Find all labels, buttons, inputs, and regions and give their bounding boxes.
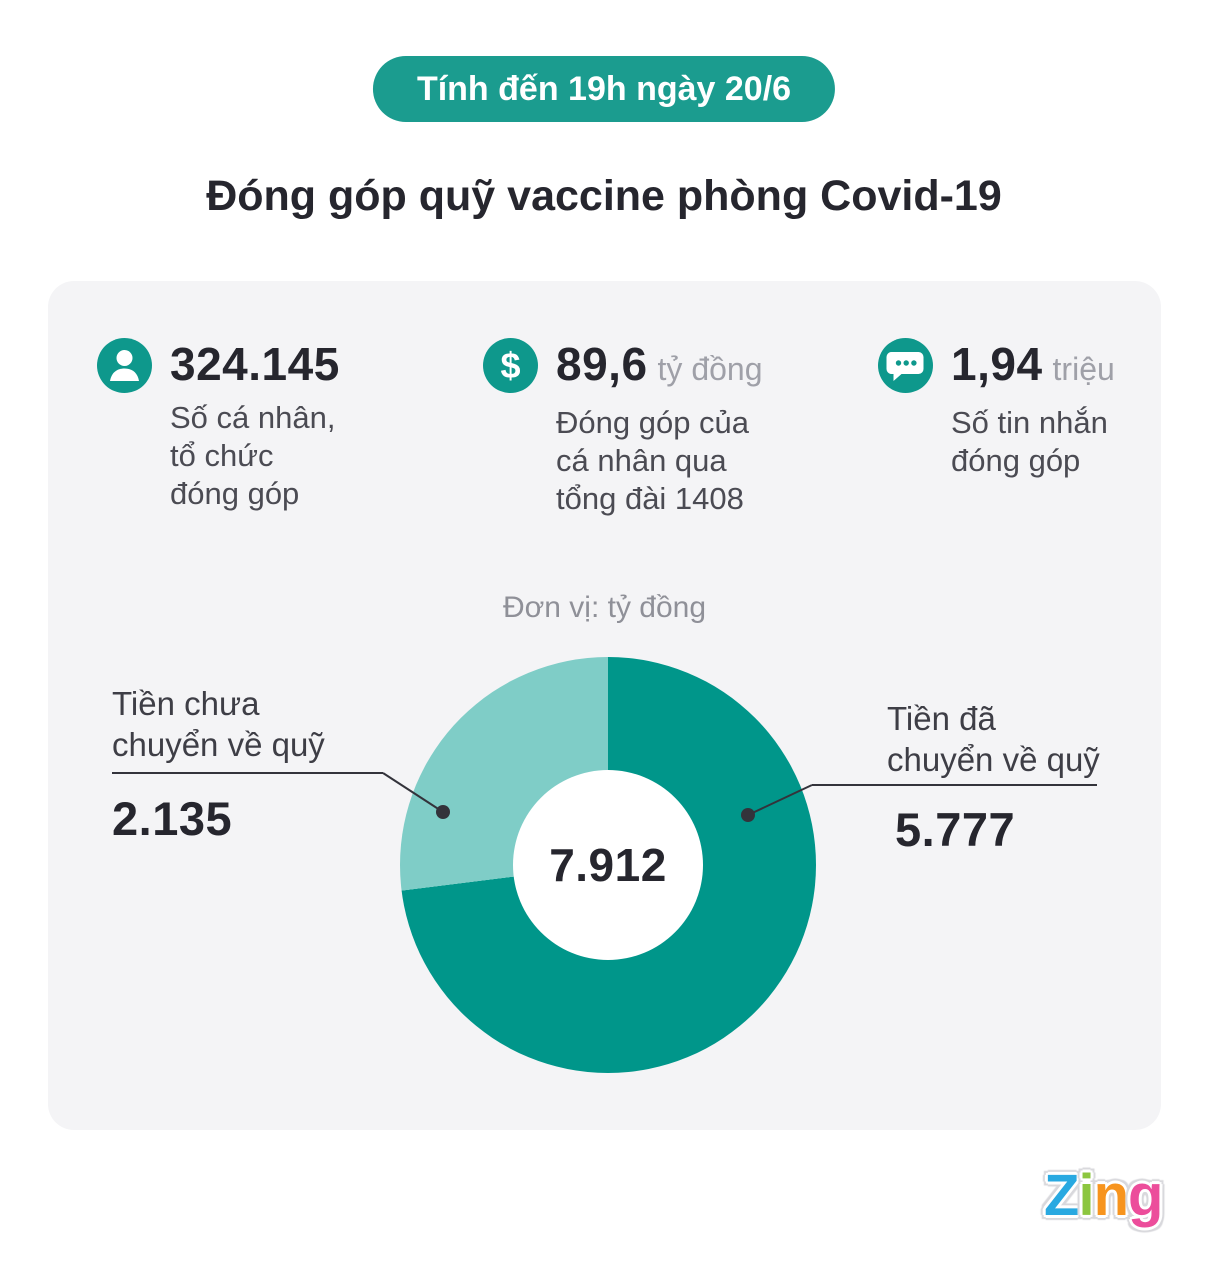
stat-hotline-donations-label: Đóng góp của cá nhân qua tổng đài 1408 [556, 405, 750, 516]
stat-sms-donations-label: Số tin nhắn đóng góp [951, 405, 1108, 478]
donut-total-value: 7.912 [549, 839, 667, 891]
annotation-label-not-transferred: Tiền chưa chuyển về quỹ [112, 685, 325, 763]
donut-chart: 7.912 [400, 657, 816, 1073]
dollar-icon: $ [483, 338, 538, 393]
annotation-value-not-transferred: 2.135 [112, 792, 233, 845]
stat-sms-donations-number: 1,94 [951, 338, 1043, 390]
message-icon [878, 338, 933, 393]
stat-hotline-donations-value: 89,6 tỷ đồng [556, 338, 763, 395]
page-title: Đóng góp quỹ vaccine phòng Covid-19 [206, 172, 1002, 220]
person-icon [97, 338, 152, 393]
stat-hotline-donations: $ 89,6 tỷ đồng Đóng góp của cá nhân qua t… [483, 338, 763, 518]
stat-sms-donations: 1,94 triệu Số tin nhắn đóng góp [878, 338, 1115, 480]
date-badge: Tính đến 19h ngày 20/6 [372, 56, 836, 122]
zing-logo: Zing [1044, 1162, 1163, 1229]
annotation-value-transferred: 5.777 [895, 803, 1016, 856]
zing-logo-letter-z: Z [1044, 1163, 1079, 1228]
chart-unit-label: Đơn vị: tỷ đồng [502, 591, 707, 624]
stat-sms-donations-unit: triệu [1052, 351, 1115, 387]
stat-contributors-value: 324.145 [170, 338, 340, 390]
zing-logo-letter-i: i [1078, 1163, 1094, 1228]
stat-contributors-number: 324.145 [170, 338, 340, 390]
stat-sms-donations-body: 1,94 triệu Số tin nhắn đóng góp [951, 338, 1115, 480]
date-badge-label: Tính đến 19h ngày 20/6 [416, 70, 792, 108]
donut-center: 7.912 [513, 770, 703, 960]
zing-logo-letter-n: n [1093, 1163, 1129, 1228]
annotation-label-transferred: Tiền đã chuyển về quỹ [887, 700, 1100, 778]
zing-logo-letter-g: g [1128, 1163, 1163, 1228]
stat-hotline-donations-number: 89,6 [556, 338, 648, 390]
stat-sms-donations-value: 1,94 triệu [951, 338, 1115, 395]
annotation-rule-left [112, 772, 383, 774]
stat-hotline-donations-body: 89,6 tỷ đồng Đóng góp của cá nhân qua tổn… [556, 338, 763, 518]
stat-contributors: 324.145 Số cá nhân, tổ chức đóng góp [97, 338, 340, 513]
stat-hotline-donations-unit: tỷ đồng [657, 351, 763, 387]
annotation-rule-right [812, 784, 1097, 786]
stat-contributors-body: 324.145 Số cá nhân, tổ chức đóng góp [170, 338, 340, 513]
stat-contributors-label: Số cá nhân, tổ chức đóng góp [170, 400, 336, 511]
stats-card: 324.145 Số cá nhân, tổ chức đóng góp $ 8… [48, 281, 1161, 1130]
